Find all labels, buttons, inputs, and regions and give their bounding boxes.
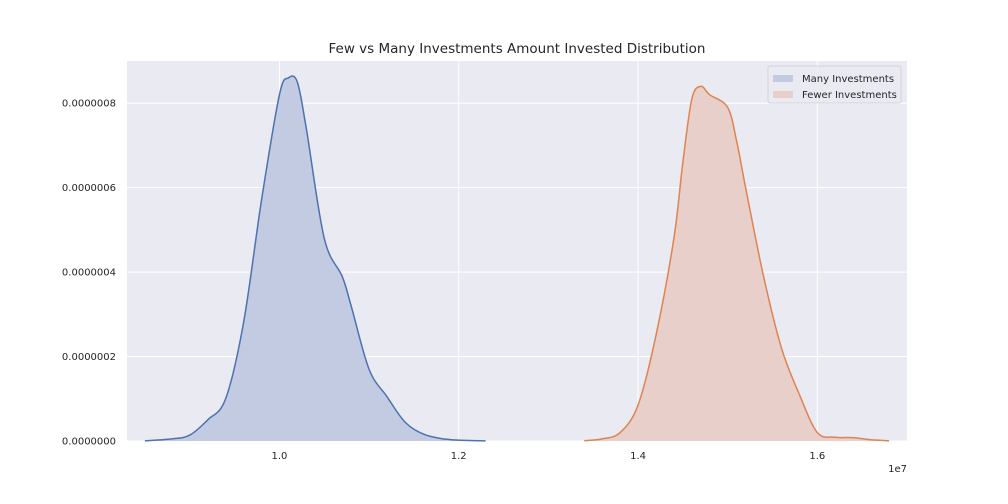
legend-swatch (773, 75, 793, 82)
legend-label: Fewer Investments (802, 90, 897, 101)
y-tick-label: 0.0000004 (62, 268, 116, 279)
x-axis: 1.0 1.2 1.4 1.6 (271, 451, 825, 462)
y-tick-label: 0.0000000 (62, 437, 116, 448)
legend: Many Investments Fewer Investments (767, 65, 902, 104)
y-tick-label: 0.0000008 (62, 99, 116, 110)
x-tick-label: 1.2 (451, 451, 467, 462)
density-line-fewer-investments (584, 85, 890, 442)
legend-swatch (773, 91, 793, 98)
y-tick-label: 0.0000002 (62, 352, 116, 363)
legend-label: Many Investments (802, 74, 894, 85)
density-area-many-investments (144, 76, 486, 442)
chart-title: Few vs Many Investments Amount Invested … (329, 41, 706, 57)
x-axis-scale-label: 1e7 (888, 464, 907, 475)
x-tick-label: 1.4 (630, 451, 646, 462)
y-axis: 0.0000000 0.0000002 0.0000004 0.0000006 0.00… (62, 99, 116, 448)
y-tick-label: 0.0000006 (62, 183, 116, 194)
x-tick-label: 1.6 (809, 451, 825, 462)
series-layer (144, 75, 890, 442)
x-tick-label: 1.0 (271, 451, 287, 462)
density-line-many-investments (144, 75, 486, 442)
legend-box (767, 65, 902, 104)
density-area-fewer-investments (584, 86, 890, 441)
